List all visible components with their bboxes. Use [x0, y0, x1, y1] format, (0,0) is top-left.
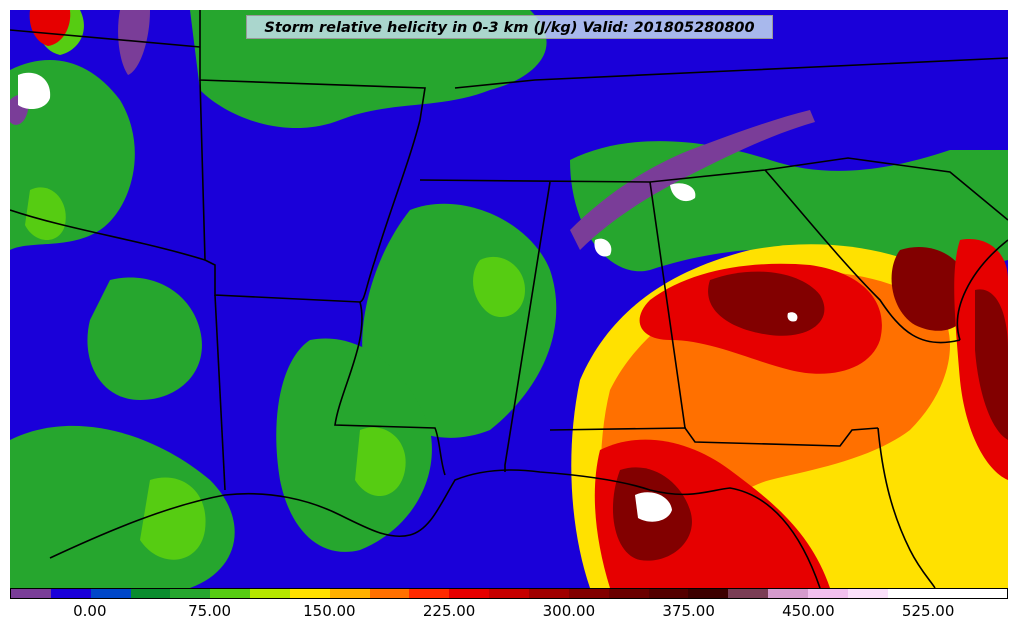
colorbar-segment — [927, 589, 968, 598]
colorbar-segment — [688, 589, 729, 598]
colorbar-tick-label: 525.00 — [901, 602, 955, 620]
negative-helicity-streaks — [10, 10, 815, 257]
colorbar-segment — [967, 589, 1008, 598]
colorbar-tick-label: 300.00 — [542, 602, 596, 620]
colorbar-segment — [369, 589, 410, 598]
colorbar-segment — [130, 589, 171, 598]
map-title: Storm relative helicity in 0-3 km (J/kg)… — [246, 15, 773, 39]
colorbar-segment — [568, 589, 609, 598]
high-helicity-region — [571, 239, 1008, 588]
colorbar-segment — [608, 589, 649, 598]
colorbar-tick-label: 150.00 — [303, 602, 356, 620]
colorbar-segment — [170, 589, 211, 598]
colorbar-segment — [90, 589, 131, 598]
colorbar-segment — [250, 589, 290, 598]
colorbar-segment — [728, 589, 769, 598]
colorbar — [10, 588, 1008, 599]
colorbar-segment — [887, 589, 928, 598]
colorbar-tick-label: 225.00 — [422, 602, 476, 620]
colorbar-segment — [449, 589, 490, 598]
colorbar-segment — [11, 589, 51, 598]
colorbar-tick-label: 75.00 — [188, 602, 232, 620]
colorbar-segment — [329, 589, 370, 598]
colorbar-tick-label: 0.00 — [73, 602, 107, 620]
colorbar-segment — [489, 589, 529, 598]
colorbar-segment — [648, 589, 689, 598]
colorbar-segment — [847, 589, 888, 598]
colorbar-segment — [210, 589, 251, 598]
helicity-map — [10, 10, 1008, 588]
colorbar-segment — [807, 589, 848, 598]
state-boundaries — [10, 10, 1008, 491]
colorbar-segment — [409, 589, 450, 598]
colorbar-segment — [768, 589, 808, 598]
colorbar-tick-label: 375.00 — [662, 602, 715, 620]
colorbar-ticks: 0.00 75.00 150.00 225.00 300.00 375.00 450.00 5… — [10, 600, 1008, 633]
colorbar-segment — [289, 589, 330, 598]
colorbar-tick-label: 450.00 — [782, 602, 835, 620]
light-green-patches — [25, 10, 525, 560]
colorbar-segment — [528, 589, 569, 598]
coastline — [49, 239, 1008, 588]
colorbar-segment — [50, 589, 91, 598]
